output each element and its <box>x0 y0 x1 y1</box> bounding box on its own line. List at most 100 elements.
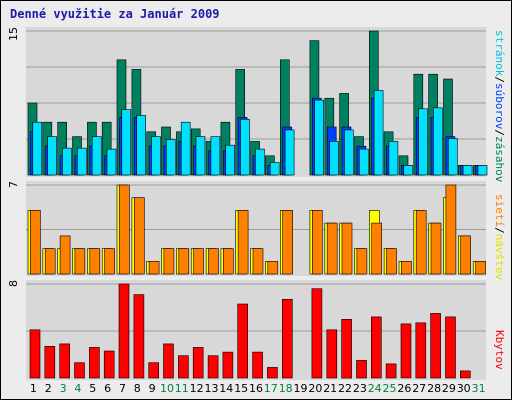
chart-title: Denné využitie za Január 2009 <box>10 7 220 21</box>
bar-top-stránok-10 <box>166 139 176 176</box>
bar-top-stránok-29 <box>447 138 458 176</box>
x-tick-day-18: 18 <box>278 382 293 395</box>
bar-bottom-Kbytov-14 <box>222 351 234 379</box>
bar-middle-sietí-20 <box>311 210 323 275</box>
x-tick-day-21: 21 <box>323 382 338 395</box>
legend-top-1: / <box>493 76 506 83</box>
bar-middle-sietí-18 <box>282 210 294 275</box>
legend-middle-1: / <box>493 227 506 234</box>
bar-top-stránok-7 <box>121 109 132 176</box>
x-tick-day-7: 7 <box>119 382 126 395</box>
bar-bottom-Kbytov-4 <box>74 362 85 379</box>
bar-top-stránok-16 <box>255 148 265 176</box>
x-tick-day-9: 9 <box>148 382 156 395</box>
bar-middle-sietí-26 <box>401 260 412 275</box>
bar-top-stránok-28 <box>433 107 443 176</box>
bar-bottom-Kbytov-7 <box>118 283 130 379</box>
x-tick-day-24: 24 <box>367 382 382 395</box>
bar-middle-sietí-28 <box>430 222 442 275</box>
bar-top-stránok-2 <box>47 136 57 176</box>
bar-middle-sietí-6 <box>104 248 115 275</box>
x-tick-day-15: 15 <box>234 382 249 395</box>
bar-middle-sietí-12 <box>193 248 204 275</box>
x-axis-day-labels: 1 2 3 4 5 6 7 8 9 10 11 12 13 14 15 16 17 18 19 20 21 22 23 24 2… <box>0 382 512 396</box>
x-tick-day-12: 12 <box>189 382 204 395</box>
bar-top-stránok-30 <box>462 165 473 176</box>
legend-middle: sietí/návštev <box>493 194 506 280</box>
x-tick-day-16: 16 <box>249 382 263 395</box>
bar-top-stránok-15 <box>240 119 250 176</box>
bar-middle-sietí-23 <box>356 248 368 275</box>
bar-middle-sietí-13 <box>208 248 219 275</box>
x-tick-day-4: 4 <box>74 382 82 395</box>
bar-top-stránok-23 <box>358 148 369 176</box>
bar-bottom-Kbytov-18 <box>281 298 293 379</box>
bar-top-stránok-3 <box>62 147 72 176</box>
bar-middle-sietí-17 <box>267 260 279 275</box>
bar-middle-sietí-4 <box>74 248 86 275</box>
x-tick-day-31: 31 <box>471 382 486 395</box>
bar-bottom-Kbytov-30 <box>459 370 471 379</box>
bar-top-stránok-24 <box>373 90 384 176</box>
bar-bottom-Kbytov-24 <box>370 316 382 379</box>
bar-top-stránok-6 <box>106 148 117 176</box>
bar-top-stránok-17 <box>269 162 280 176</box>
x-tick-day-6: 6 <box>104 382 112 395</box>
bar-middle-sietí-10 <box>163 248 175 275</box>
bar-top-stránok-11 <box>180 121 191 176</box>
bar-bottom-Kbytov-3 <box>59 343 71 379</box>
bar-middle-sietí-9 <box>148 260 160 275</box>
bar-bottom-Kbytov-25 <box>385 363 397 379</box>
x-tick-day-14: 14 <box>219 382 234 395</box>
bar-middle-sietí-5 <box>89 248 101 275</box>
bar-top-stránok-4 <box>77 147 87 176</box>
x-tick-day-5: 5 <box>89 382 97 395</box>
bar-middle-sietí-3 <box>59 235 71 275</box>
x-tick-day-23: 23 <box>352 382 367 395</box>
legend-bottom: Kbytov <box>493 330 506 370</box>
bar-middle-sietí-25 <box>386 248 397 275</box>
legend-top-0: stránok <box>493 30 506 77</box>
bar-middle-sietí-24 <box>371 222 383 275</box>
x-tick-day-20: 20 <box>308 382 323 395</box>
bar-middle-sietí-14 <box>223 248 234 275</box>
bar-top-stránok-26 <box>403 165 414 176</box>
bar-top-stránok-12 <box>195 136 206 176</box>
bar-top-stránok-5 <box>91 136 102 176</box>
bar-middle-sietí-21 <box>326 222 338 275</box>
bar-middle-sietí-27 <box>415 210 427 275</box>
bar-bottom-Kbytov-9 <box>148 362 159 379</box>
x-tick-day-28: 28 <box>427 382 442 395</box>
bar-bottom-Kbytov-22 <box>341 318 352 379</box>
bar-bottom-Kbytov-15 <box>237 303 248 379</box>
bar-bottom-Kbytov-11 <box>178 355 189 379</box>
bar-middle-sietí-29 <box>445 184 457 275</box>
bar-bottom-Kbytov-6 <box>103 350 115 379</box>
x-tick-day-30: 30 <box>456 382 471 395</box>
bar-bottom-Kbytov-8 <box>133 294 145 379</box>
x-tick-day-25: 25 <box>382 382 397 395</box>
legend-top-4: zásahov <box>493 135 506 183</box>
bar-top-stránok-25 <box>388 141 399 176</box>
x-tick-day-11: 11 <box>174 382 189 395</box>
x-tick-day-29: 29 <box>441 382 456 395</box>
bar-top-stránok-14 <box>225 144 235 176</box>
x-tick-day-22: 22 <box>338 382 352 395</box>
bar-bottom-Kbytov-12 <box>192 347 204 379</box>
bar-bottom-Kbytov-28 <box>430 313 441 379</box>
bar-top-stránok-9 <box>151 136 161 176</box>
bar-middle-sietí-16 <box>252 248 264 275</box>
bar-middle-sietí-7 <box>119 184 130 275</box>
bar-top-stránok-13 <box>210 136 221 176</box>
bar-bottom-Kbytov-29 <box>445 316 456 379</box>
bar-middle-sietí-15 <box>237 210 249 275</box>
legend-middle-0: sietí <box>493 194 506 228</box>
bar-bottom-Kbytov-1 <box>29 329 41 379</box>
bar-top-stránok-21 <box>329 141 339 176</box>
bar-bottom-Kbytov-17 <box>267 367 278 379</box>
legend-top-2: súborov <box>493 82 506 130</box>
x-tick-day-19: 19 <box>293 382 308 395</box>
bar-bottom-Kbytov-27 <box>415 322 427 379</box>
bar-top-stránok-8 <box>136 115 146 176</box>
